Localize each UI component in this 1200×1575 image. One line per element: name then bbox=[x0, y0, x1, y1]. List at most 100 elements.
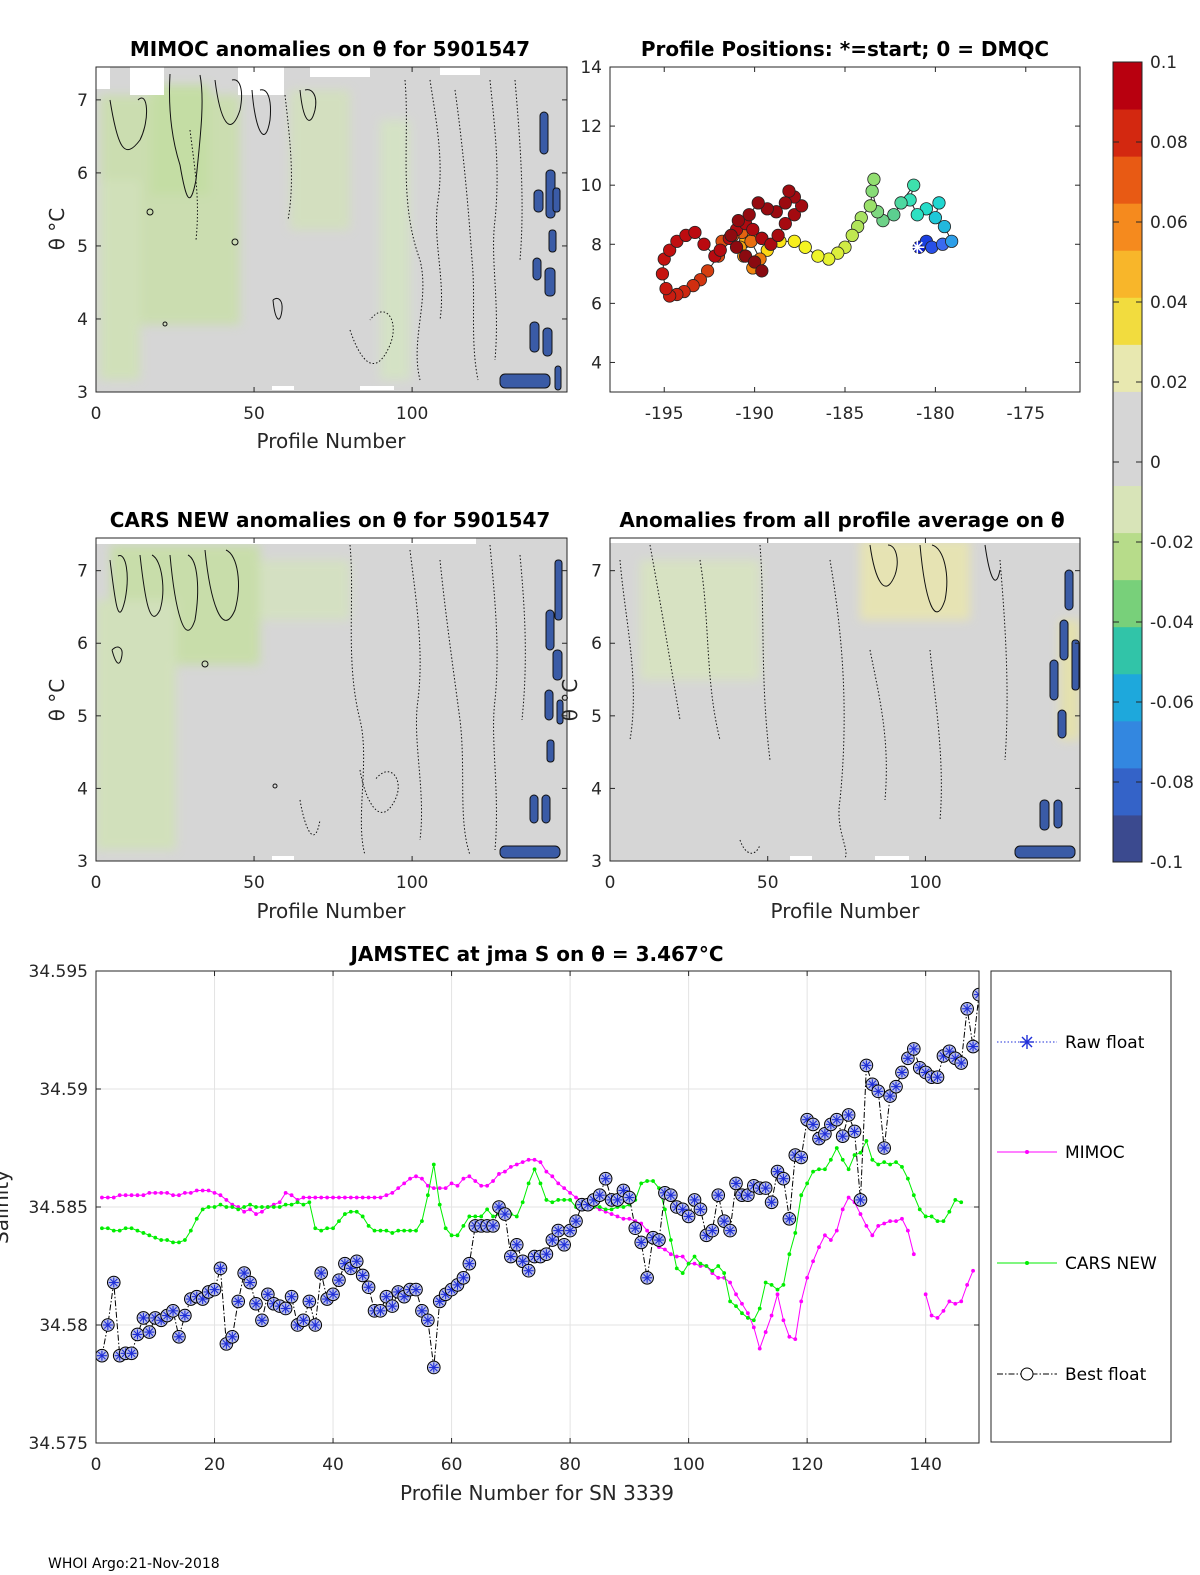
y-tick-label: 5 bbox=[77, 707, 88, 727]
series-point bbox=[799, 1193, 804, 1198]
series-point bbox=[396, 1228, 401, 1233]
profile-position-point bbox=[894, 196, 908, 210]
series-point bbox=[402, 1228, 407, 1233]
best-float-point bbox=[243, 1275, 257, 1290]
best-float-point bbox=[314, 1266, 328, 1280]
series-point bbox=[621, 1216, 626, 1221]
profile-position-point bbox=[822, 252, 836, 266]
series-point bbox=[674, 1254, 679, 1259]
legend-label-best-float: Best float bbox=[1065, 1365, 1147, 1385]
y-tick-label: 4 bbox=[77, 779, 88, 799]
series-point bbox=[556, 1181, 561, 1186]
y-tick-label: 5 bbox=[591, 707, 602, 727]
series-point bbox=[514, 1214, 519, 1219]
profile-position-point bbox=[907, 178, 921, 192]
series-point bbox=[911, 1193, 916, 1198]
series-point bbox=[508, 1164, 513, 1169]
series-point bbox=[105, 1226, 110, 1231]
series-point bbox=[888, 1162, 893, 1167]
profile-position-point bbox=[798, 240, 812, 254]
legend-label-mimoc: MIMOC bbox=[1065, 1143, 1125, 1163]
series-point bbox=[905, 1176, 910, 1181]
best-float-point bbox=[847, 1124, 862, 1139]
series-point bbox=[242, 1205, 247, 1209]
y-tick-label: 34.595 bbox=[29, 962, 88, 982]
series-point bbox=[722, 1271, 727, 1275]
x-tick-label: -175 bbox=[1006, 404, 1045, 424]
avg-ylabel: θ °C bbox=[558, 679, 582, 722]
x-tick-label: -185 bbox=[826, 404, 865, 424]
series-point bbox=[313, 1195, 318, 1200]
profile-position-point bbox=[742, 208, 756, 222]
series-point bbox=[248, 1202, 252, 1207]
series-point bbox=[467, 1174, 472, 1179]
series-point bbox=[645, 1228, 650, 1233]
series-point bbox=[135, 1228, 140, 1233]
series-point bbox=[224, 1198, 229, 1202]
mimoc-panel: MIMOC anomalies on θ for 5901547 bbox=[45, 37, 568, 453]
best-float-point bbox=[426, 1360, 441, 1375]
series-point bbox=[165, 1190, 170, 1195]
avg-title: Anomalies from all profile average on θ bbox=[619, 508, 1064, 532]
series-point bbox=[319, 1228, 324, 1233]
series-point bbox=[437, 1202, 442, 1207]
series-point bbox=[159, 1190, 164, 1195]
series-point bbox=[165, 1238, 170, 1242]
best-float-point bbox=[124, 1346, 139, 1361]
colorbar-cell bbox=[1113, 814, 1142, 863]
series-point bbox=[787, 1252, 792, 1257]
best-float-point bbox=[664, 1188, 678, 1202]
best-float-point bbox=[96, 1348, 109, 1363]
profile-position-point bbox=[925, 240, 939, 254]
y-tick-label: 4 bbox=[591, 353, 602, 373]
series-point bbox=[473, 1179, 478, 1183]
series-point bbox=[420, 1176, 424, 1181]
x-tick-label: 0 bbox=[91, 404, 102, 424]
series-point bbox=[188, 1228, 193, 1233]
series-point bbox=[289, 1202, 294, 1207]
best-float-point bbox=[456, 1271, 471, 1285]
series-point bbox=[414, 1174, 418, 1179]
series-point bbox=[544, 1198, 549, 1202]
best-float-point bbox=[835, 1129, 850, 1143]
series-point bbox=[200, 1188, 205, 1193]
x-tick-label: 50 bbox=[757, 873, 779, 893]
x-tick-label: 80 bbox=[559, 1455, 581, 1475]
profile-position-point bbox=[724, 228, 738, 243]
avg-frame bbox=[609, 537, 1081, 862]
best-float-point bbox=[231, 1294, 246, 1309]
best-float-point bbox=[930, 1070, 945, 1084]
series-point bbox=[431, 1186, 436, 1191]
series-point bbox=[828, 1157, 833, 1162]
salinity-panel: JAMSTEC at jma S on θ = 3.467°C 0 20 40 60 8… bbox=[0, 942, 1172, 1505]
series-point bbox=[923, 1292, 928, 1297]
cars-title: CARS NEW anomalies on θ for 5901547 bbox=[110, 508, 551, 532]
series-point bbox=[337, 1219, 341, 1224]
series-point bbox=[621, 1205, 626, 1209]
positions-track bbox=[655, 172, 959, 303]
profile-position-point bbox=[865, 184, 879, 198]
series-point bbox=[787, 1334, 792, 1339]
y-tick-label: 34.58 bbox=[39, 1316, 88, 1336]
series-point bbox=[360, 1195, 365, 1200]
x-tick-label: 40 bbox=[322, 1455, 344, 1475]
series-point bbox=[550, 1200, 555, 1205]
series-point bbox=[674, 1266, 679, 1271]
best-float-point bbox=[758, 1181, 773, 1195]
salinity-series bbox=[96, 987, 979, 1375]
series-point bbox=[781, 1282, 786, 1287]
series-point bbox=[372, 1228, 377, 1233]
series-point bbox=[111, 1228, 116, 1233]
best-float-point bbox=[106, 1275, 121, 1290]
series-point bbox=[372, 1195, 377, 1200]
series-point bbox=[520, 1200, 525, 1205]
best-float-point bbox=[515, 1254, 530, 1269]
series-point bbox=[846, 1195, 851, 1200]
series-point bbox=[153, 1235, 158, 1240]
best-float-point bbox=[462, 1256, 477, 1271]
series-point bbox=[870, 1157, 875, 1162]
best-float-point bbox=[172, 1330, 186, 1344]
best-float-point bbox=[101, 1318, 115, 1332]
series-point bbox=[615, 1214, 620, 1219]
salinity-ylabel: Salinity bbox=[0, 1170, 13, 1244]
